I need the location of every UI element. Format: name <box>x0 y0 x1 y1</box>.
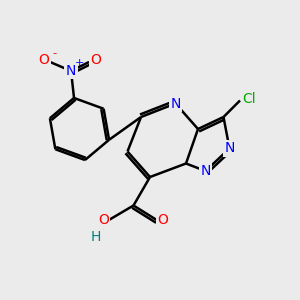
Text: N: N <box>224 142 235 155</box>
Text: N: N <box>66 64 76 78</box>
Text: +: + <box>75 58 84 68</box>
Text: -: - <box>52 49 56 58</box>
Text: N: N <box>200 164 211 178</box>
Text: O: O <box>98 214 109 227</box>
Text: O: O <box>158 214 168 227</box>
Text: O: O <box>90 53 101 68</box>
Text: Cl: Cl <box>242 92 256 106</box>
Text: O: O <box>39 53 50 68</box>
Text: H: H <box>91 230 101 244</box>
Text: N: N <box>170 97 181 110</box>
